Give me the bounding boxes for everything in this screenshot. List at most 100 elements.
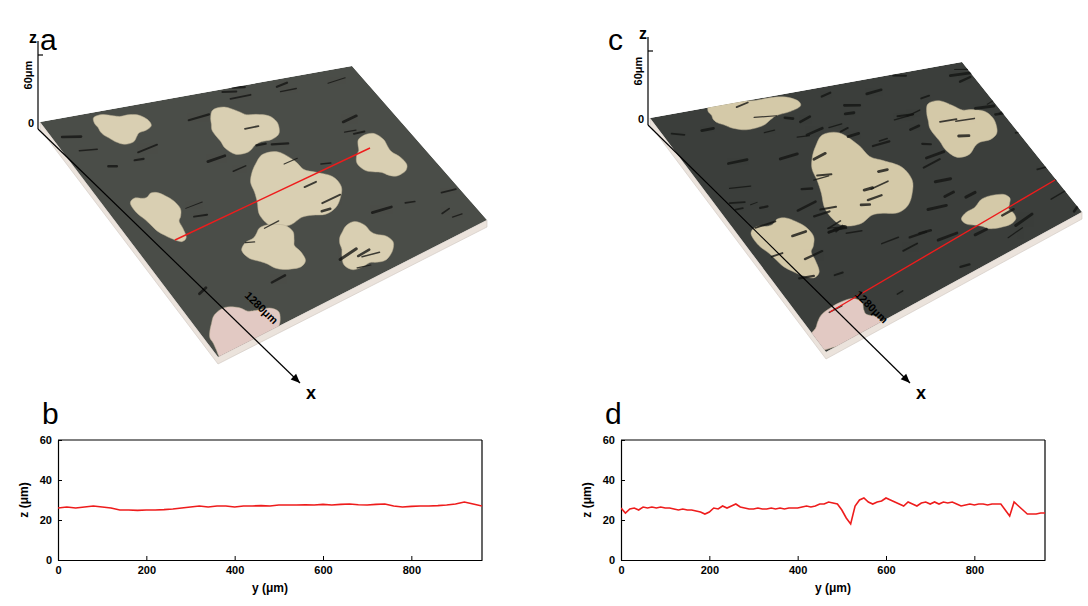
panel-letter: b bbox=[42, 397, 59, 430]
y-tick: 20 bbox=[40, 514, 62, 526]
surface-streak bbox=[844, 104, 859, 107]
surface-streak bbox=[926, 152, 943, 158]
surface-streak bbox=[879, 138, 887, 141]
surface-streak bbox=[987, 101, 993, 104]
frame-right bbox=[1044, 440, 1045, 560]
surface-streak bbox=[1074, 206, 1077, 211]
y-tick: 20 bbox=[603, 514, 625, 526]
surface-ground bbox=[650, 62, 1082, 352]
x-tick-mark bbox=[886, 556, 887, 560]
surface-streak bbox=[814, 153, 825, 159]
surface-streak bbox=[841, 128, 848, 132]
surface-streak bbox=[959, 134, 969, 137]
surface-streak bbox=[1037, 167, 1045, 169]
x-tick: 200 bbox=[138, 556, 156, 576]
y-tick: 40 bbox=[603, 474, 625, 486]
figure: z60μm01280μmxaz60μm01280μmxc020040060080… bbox=[0, 0, 1088, 606]
profile-line bbox=[621, 498, 1045, 524]
surface-view: z60μm01280μmx bbox=[22, 29, 487, 403]
x-axis bbox=[38, 129, 300, 383]
surface-streak bbox=[1016, 132, 1019, 134]
z-axis-origin: 0 bbox=[28, 117, 34, 129]
surface-grain bbox=[356, 133, 407, 176]
surface-streak bbox=[321, 162, 331, 164]
surface-streak bbox=[780, 154, 797, 159]
surface-streak bbox=[846, 231, 862, 233]
surface-streak bbox=[760, 206, 767, 208]
surface-streak bbox=[186, 202, 203, 208]
surface-streak bbox=[208, 156, 225, 162]
surface-streak bbox=[372, 207, 391, 213]
surface-grain bbox=[250, 152, 341, 228]
surface-grain bbox=[927, 101, 998, 158]
surface-streak bbox=[845, 113, 854, 114]
surface-streak bbox=[322, 195, 340, 203]
profile-line bbox=[175, 148, 370, 240]
x-tick: 800 bbox=[403, 556, 421, 576]
y-tick-mark bbox=[621, 520, 625, 521]
surface-streak bbox=[322, 209, 330, 211]
surface-streak bbox=[867, 90, 881, 94]
x-tick: 600 bbox=[314, 556, 332, 576]
surface-streak bbox=[272, 275, 285, 282]
surface-streak bbox=[277, 83, 287, 87]
x-tick-label: 600 bbox=[877, 564, 895, 576]
z-axis-end: 60μm bbox=[22, 60, 34, 89]
surface-streak bbox=[975, 106, 993, 108]
surface-streak bbox=[751, 202, 758, 204]
x-tick: 400 bbox=[226, 556, 244, 576]
surface-streak bbox=[405, 202, 414, 203]
surface-streak bbox=[945, 192, 954, 196]
y-axis-title: z (μm) bbox=[580, 482, 594, 517]
z-axis-label: z bbox=[639, 25, 647, 42]
surface-streak bbox=[893, 74, 906, 76]
surface-streak bbox=[822, 93, 830, 97]
surface-streak bbox=[284, 158, 297, 164]
surface-streak bbox=[835, 272, 843, 275]
y-axis: 0204060 bbox=[603, 434, 625, 566]
surface-streak bbox=[755, 221, 775, 228]
y-tick: 0 bbox=[609, 554, 625, 566]
surface-streak bbox=[829, 124, 842, 128]
surface-streak bbox=[829, 226, 844, 233]
surface-streak bbox=[231, 95, 251, 99]
surface-streak bbox=[138, 145, 157, 153]
surface-streak bbox=[873, 141, 889, 146]
x-axis-label: x bbox=[306, 383, 316, 403]
surface-streak bbox=[903, 243, 917, 250]
y-tick-label: 20 bbox=[603, 514, 615, 526]
surface-grain bbox=[961, 194, 1016, 228]
surface-streak bbox=[702, 128, 714, 130]
surface-streak bbox=[864, 188, 872, 190]
surface-streak bbox=[358, 250, 369, 256]
x-tick-label: 0 bbox=[55, 564, 61, 576]
x-tick-label: 800 bbox=[403, 564, 421, 576]
surface-streak bbox=[955, 69, 968, 70]
surface-streak bbox=[233, 166, 245, 171]
surface-streak bbox=[895, 115, 914, 120]
surface-streak bbox=[442, 189, 456, 192]
surface-streak bbox=[730, 202, 745, 203]
x-tick-label: 200 bbox=[701, 564, 719, 576]
surface-streak bbox=[245, 241, 254, 243]
surface-streak bbox=[805, 251, 822, 259]
surface-grain bbox=[708, 97, 801, 130]
x-tick: 400 bbox=[789, 556, 807, 576]
surface-view: z60μm01280μmx bbox=[632, 25, 1082, 403]
surface-streak bbox=[999, 112, 1001, 114]
plot-area bbox=[58, 502, 482, 510]
surface-streak bbox=[345, 130, 356, 132]
y-tick-label: 0 bbox=[46, 554, 52, 566]
surface-streak bbox=[281, 89, 297, 92]
surface-streak bbox=[910, 126, 919, 130]
x-tick: 600 bbox=[877, 556, 895, 576]
surface-streak bbox=[792, 231, 805, 236]
surface-streak bbox=[256, 144, 265, 146]
surface-streak bbox=[882, 237, 899, 243]
panel-letter: a bbox=[40, 23, 57, 56]
x-tick-label: 0 bbox=[618, 564, 624, 576]
surface-streak bbox=[802, 187, 812, 190]
x-tick-mark bbox=[798, 556, 799, 560]
surface-streak bbox=[736, 208, 743, 210]
surface-streak bbox=[233, 86, 245, 89]
